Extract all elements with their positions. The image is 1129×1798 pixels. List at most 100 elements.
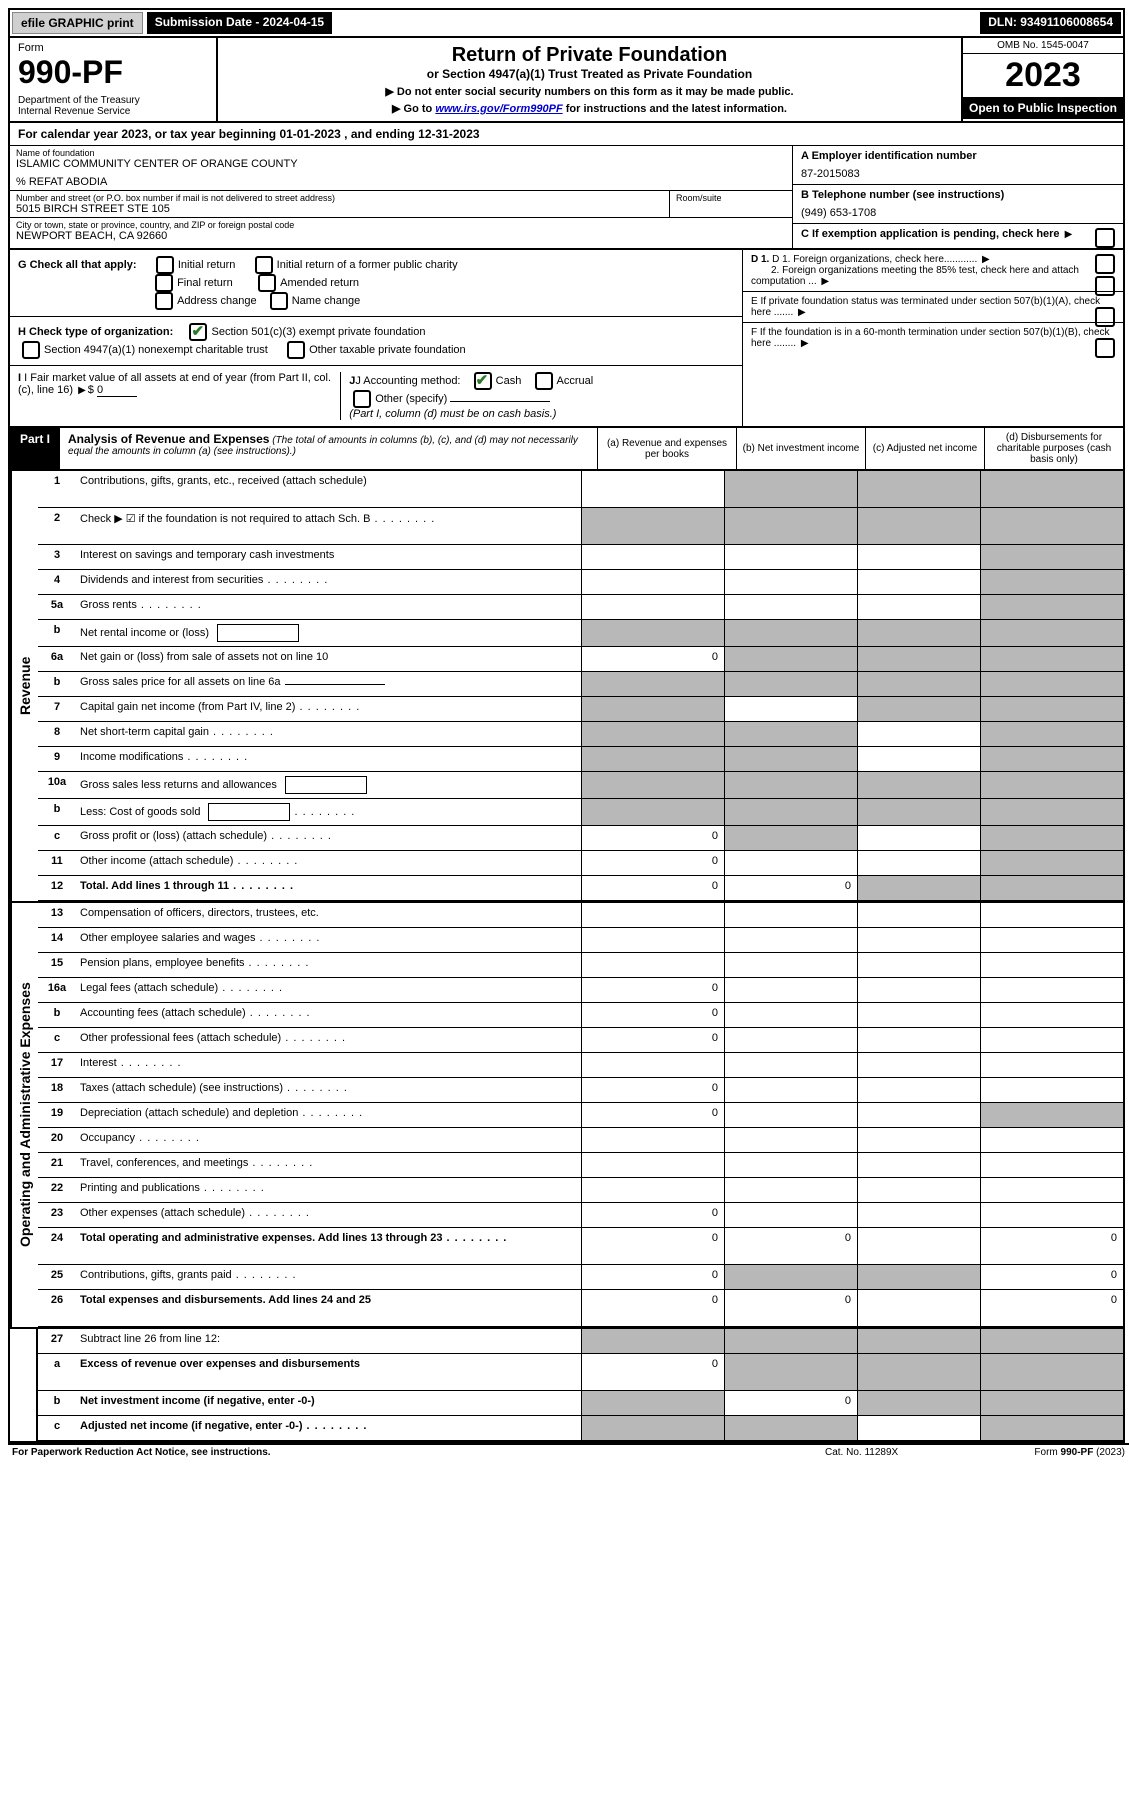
row-description: Contributions, gifts, grants paid [76, 1265, 581, 1289]
col-a-header: (a) Revenue and expenses per books [597, 428, 736, 469]
row-number: 14 [38, 928, 76, 952]
inline-value-box [285, 776, 367, 794]
cell-col-d [980, 772, 1123, 798]
cell-col-b [724, 545, 857, 569]
row-number: 25 [38, 1265, 76, 1289]
cell-col-a [581, 903, 724, 927]
row-description: Contributions, gifts, grants, etc., rece… [76, 471, 581, 507]
cell-col-d [980, 471, 1123, 507]
f-checkbox[interactable] [1095, 338, 1115, 358]
cell-col-a: 0 [581, 1078, 724, 1102]
row-number: 17 [38, 1053, 76, 1077]
final-return-label: Final return [177, 277, 233, 289]
table-row: 21Travel, conferences, and meetings [38, 1153, 1123, 1178]
row-number: 5a [38, 595, 76, 619]
cell-col-c [857, 1178, 980, 1202]
efile-print-button[interactable]: efile GRAPHIC print [12, 12, 143, 34]
cell-col-d [980, 928, 1123, 952]
initial-former-checkbox[interactable] [255, 256, 273, 274]
arrow-icon [980, 254, 992, 265]
row-description: Adjusted net income (if negative, enter … [76, 1416, 581, 1440]
cell-col-a [581, 471, 724, 507]
other-method-checkbox[interactable] [353, 390, 371, 408]
form-header: Form 990-PF Department of the Treasury I… [10, 38, 1123, 123]
inline-value-box [208, 803, 290, 821]
501c3-checkbox[interactable] [189, 323, 207, 341]
h-label: H Check type of organization: [18, 326, 173, 338]
cell-col-b [724, 1128, 857, 1152]
row-description: Total. Add lines 1 through 11 [76, 876, 581, 900]
row-number: 18 [38, 1078, 76, 1102]
city-label: City or town, state or province, country… [16, 220, 786, 230]
other-taxable-checkbox[interactable] [287, 341, 305, 359]
footer-catalog: Cat. No. 11289X [825, 1447, 965, 1458]
row-number: 16a [38, 978, 76, 1002]
h-section: H Check type of organization: Section 50… [10, 317, 742, 366]
cell-col-a [581, 1391, 724, 1415]
cell-col-c [857, 722, 980, 746]
initial-return-checkbox[interactable] [156, 256, 174, 274]
tax-year: 2023 [963, 54, 1123, 97]
cell-col-d [980, 799, 1123, 825]
cash-checkbox[interactable] [474, 372, 492, 390]
cell-col-a [581, 1178, 724, 1202]
cell-col-b [724, 903, 857, 927]
cell-col-c [857, 799, 980, 825]
cell-col-d [980, 1329, 1123, 1353]
row-number: 24 [38, 1228, 76, 1264]
accrual-checkbox[interactable] [535, 372, 553, 390]
cell-col-b: 0 [724, 1228, 857, 1264]
final-return-checkbox[interactable] [155, 274, 173, 292]
cell-col-b [724, 647, 857, 671]
cell-col-a [581, 722, 724, 746]
cell-col-a: 0 [581, 1290, 724, 1326]
row-number: 13 [38, 903, 76, 927]
form-number-block: Form 990-PF Department of the Treasury I… [10, 38, 218, 121]
cell-col-b [724, 672, 857, 696]
cell-col-b [724, 1416, 857, 1440]
final-spacer [10, 1329, 38, 1441]
submission-date-label: Submission Date - [155, 15, 263, 29]
cell-col-d: 0 [980, 1290, 1123, 1326]
row-description: Gross sales price for all assets on line… [76, 672, 581, 696]
name-change-checkbox[interactable] [270, 292, 288, 310]
row-number: 22 [38, 1178, 76, 1202]
cell-col-c [857, 1290, 980, 1326]
cell-col-a [581, 928, 724, 952]
row-number: 3 [38, 545, 76, 569]
instruction-2: ▶ Go to www.irs.gov/Form990PF for instru… [228, 102, 951, 115]
cell-col-c [857, 876, 980, 900]
j-label: J Accounting method: [355, 375, 460, 387]
address-change-checkbox[interactable] [155, 292, 173, 310]
cell-col-d [980, 851, 1123, 875]
cell-col-c [857, 570, 980, 594]
d1-label: D 1. Foreign organizations, check here..… [772, 254, 977, 265]
4947-checkbox[interactable] [22, 341, 40, 359]
care-of: % REFAT ABODIA [16, 176, 786, 188]
row-number: b [38, 672, 76, 696]
row-number: 20 [38, 1128, 76, 1152]
cell-col-c [857, 508, 980, 544]
row-number: 11 [38, 851, 76, 875]
irs-link[interactable]: www.irs.gov/Form990PF [435, 103, 562, 115]
cell-col-c [857, 1103, 980, 1127]
row-description: Accounting fees (attach schedule) [76, 1003, 581, 1027]
j-note: (Part I, column (d) must be on cash basi… [349, 408, 556, 420]
cell-col-b [724, 1003, 857, 1027]
cell-col-d [980, 697, 1123, 721]
cell-col-c [857, 620, 980, 646]
row-description: Check ▶ ☑ if the foundation is not requi… [76, 508, 581, 544]
i-block: I I Fair market value of all assets at e… [18, 372, 340, 420]
cell-col-a: 0 [581, 1028, 724, 1052]
cell-col-d [980, 647, 1123, 671]
table-row: 1Contributions, gifts, grants, etc., rec… [38, 471, 1123, 508]
cell-col-b [724, 1329, 857, 1353]
amended-return-checkbox[interactable] [258, 274, 276, 292]
d1-checkbox[interactable] [1095, 254, 1115, 274]
cell-col-a [581, 697, 724, 721]
title-block: Return of Private Foundation or Section … [218, 38, 961, 121]
cell-col-c [857, 747, 980, 771]
4947-label: Section 4947(a)(1) nonexempt charitable … [44, 344, 268, 356]
c-checkbox[interactable] [1095, 228, 1115, 248]
table-row: 15Pension plans, employee benefits [38, 953, 1123, 978]
